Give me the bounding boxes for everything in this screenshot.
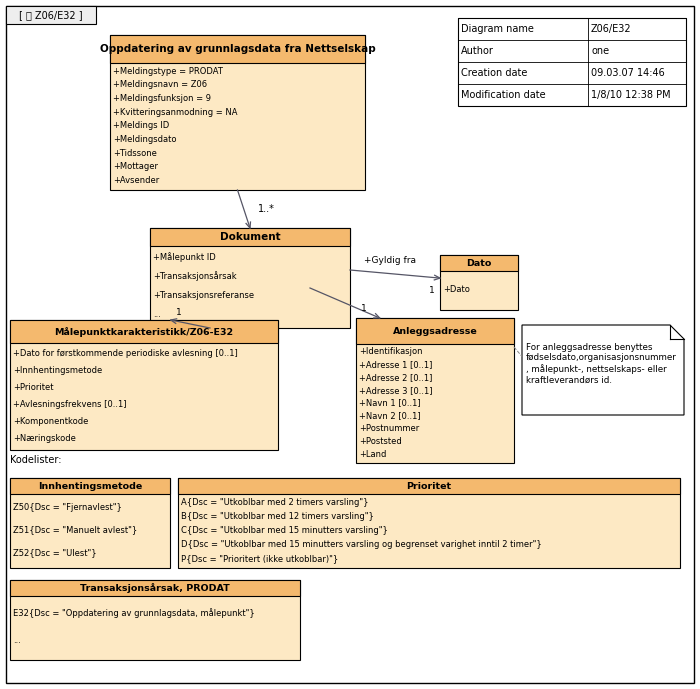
Text: Innhentingsmetode: Innhentingsmetode	[38, 482, 142, 491]
Text: ...: ...	[153, 310, 161, 319]
Bar	[10, 478, 170, 494]
Bar	[10, 320, 278, 343]
Bar	[6, 6, 96, 24]
Text: +Meldingsdato: +Meldingsdato	[113, 135, 176, 144]
Bar	[10, 580, 300, 596]
Text: Anleggsadresse: Anleggsadresse	[393, 327, 477, 336]
Text: +Komponentkode: +Komponentkode	[13, 417, 88, 426]
Bar	[178, 478, 680, 568]
Text: +Land: +Land	[359, 449, 386, 459]
Text: D{Dsc = "Utkoblbar med 15 minutters varsling og begrenset varighet inntil 2 time: D{Dsc = "Utkoblbar med 15 minutters vars…	[181, 539, 542, 549]
Text: Diagram name: Diagram name	[461, 24, 534, 34]
Text: +Adresse 3 [0..1]: +Adresse 3 [0..1]	[359, 386, 433, 395]
Text: +Navn 1 [0..1]: +Navn 1 [0..1]	[359, 398, 421, 407]
Bar	[356, 318, 514, 344]
Text: +Kvitteringsanmodning = NA: +Kvitteringsanmodning = NA	[113, 107, 237, 116]
Text: +Transaksjonsårsak: +Transaksjonsårsak	[153, 271, 237, 281]
Text: Oppdatering av grunnlagsdata fra Nettselskap: Oppdatering av grunnlagsdata fra Nettsel…	[99, 44, 375, 54]
Bar	[178, 478, 680, 494]
Text: Z50{Dsc = "Fjernavlest"}: Z50{Dsc = "Fjernavlest"}	[13, 503, 122, 512]
Text: Dato: Dato	[466, 258, 491, 267]
Bar	[458, 18, 686, 106]
Bar	[356, 318, 514, 463]
Text: +Identifikasjon: +Identifikasjon	[359, 347, 423, 356]
Text: +Meldingstype = PRODAT: +Meldingstype = PRODAT	[113, 67, 223, 76]
Text: 09.03.07 14:46: 09.03.07 14:46	[591, 68, 665, 78]
Text: Z06/E32: Z06/E32	[591, 24, 631, 34]
Text: E32{Dsc = "Oppdatering av grunnlagsdata, målepunkt"}: E32{Dsc = "Oppdatering av grunnlagsdata,…	[13, 608, 255, 617]
Bar	[110, 35, 365, 63]
Text: For anleggsadresse benyttes
fødselsdato,organisasjonsnummer
, målepunkt-, nettse: For anleggsadresse benyttes fødselsdato,…	[526, 343, 677, 384]
Text: +Innhentingsmetode: +Innhentingsmetode	[13, 366, 102, 375]
Bar	[110, 35, 365, 190]
Bar	[10, 320, 278, 450]
Text: Author: Author	[461, 46, 494, 56]
Text: +Målepunkt ID: +Målepunkt ID	[153, 252, 216, 263]
Text: +Poststed: +Poststed	[359, 437, 402, 446]
Text: +Adresse 1 [0..1]: +Adresse 1 [0..1]	[359, 360, 433, 369]
Bar	[150, 228, 350, 246]
Bar	[440, 255, 518, 271]
Text: 1: 1	[176, 308, 181, 317]
Text: +Adresse 2 [0..1]: +Adresse 2 [0..1]	[359, 373, 433, 382]
Text: +Meldings ID: +Meldings ID	[113, 121, 169, 130]
Text: [ 厂 Z06/E32 ]: [ 厂 Z06/E32 ]	[19, 10, 83, 20]
Text: P{Dsc = "Prioritert (ikke utkoblbar)"}: P{Dsc = "Prioritert (ikke utkoblbar)"}	[181, 554, 338, 563]
Text: Dokument: Dokument	[220, 232, 280, 242]
Text: A{Dsc = "Utkoblbar med 2 timers varsling"}: A{Dsc = "Utkoblbar med 2 timers varsling…	[181, 498, 368, 507]
Text: +Mottager: +Mottager	[113, 163, 158, 172]
Text: Creation date: Creation date	[461, 68, 527, 78]
Text: Prioritet: Prioritet	[407, 482, 452, 491]
Text: 1: 1	[429, 286, 435, 295]
Text: 1..*: 1..*	[258, 204, 275, 214]
Text: Kodelister:: Kodelister:	[10, 455, 62, 465]
Text: Målepunktkarakteristikk/Z06-E32: Målepunktkarakteristikk/Z06-E32	[55, 327, 234, 337]
Text: +Næringskode: +Næringskode	[13, 433, 76, 442]
Text: +Navn 2 [0..1]: +Navn 2 [0..1]	[359, 411, 421, 420]
Text: C{Dsc = "Utkoblbar med 15 minutters varsling"}: C{Dsc = "Utkoblbar med 15 minutters vars…	[181, 526, 388, 535]
Bar	[150, 228, 350, 328]
Text: +Dato for førstkommende periodiske avlesning [0..1]: +Dato for førstkommende periodiske avles…	[13, 349, 238, 358]
Text: Z52{Dsc = "Ulest"}: Z52{Dsc = "Ulest"}	[13, 548, 97, 557]
Text: +Prioritet: +Prioritet	[13, 383, 53, 392]
Bar	[440, 255, 518, 310]
Bar	[10, 580, 300, 660]
Text: +Tidssone: +Tidssone	[113, 149, 157, 158]
Text: B{Dsc = "Utkoblbar med 12 timers varsling"}: B{Dsc = "Utkoblbar med 12 timers varslin…	[181, 512, 374, 521]
Text: Z51{Dsc = "Manuelt avlest"}: Z51{Dsc = "Manuelt avlest"}	[13, 526, 137, 535]
Text: +Gyldig fra: +Gyldig fra	[364, 256, 416, 265]
Text: +Avlesningsfrekvens [0..1]: +Avlesningsfrekvens [0..1]	[13, 400, 127, 409]
Text: ...: ...	[13, 636, 21, 645]
Text: +Avsender: +Avsender	[113, 176, 160, 185]
Text: Transaksjonsårsak, PRODAT: Transaksjonsårsak, PRODAT	[80, 583, 230, 593]
Text: 1/8/10 12:38 PM: 1/8/10 12:38 PM	[591, 90, 671, 100]
Text: +Dato: +Dato	[443, 285, 470, 294]
Text: +Postnummer: +Postnummer	[359, 424, 419, 433]
Bar	[10, 478, 170, 568]
Text: Modification date: Modification date	[461, 90, 545, 100]
Text: +Transaksjonsreferanse: +Transaksjonsreferanse	[153, 291, 254, 300]
Text: one: one	[591, 46, 609, 56]
Text: +Meldingsfunksjon = 9: +Meldingsfunksjon = 9	[113, 94, 211, 103]
Text: 1: 1	[361, 304, 367, 313]
Polygon shape	[522, 325, 684, 415]
Text: +Meldingsnavn = Z06: +Meldingsnavn = Z06	[113, 80, 207, 90]
